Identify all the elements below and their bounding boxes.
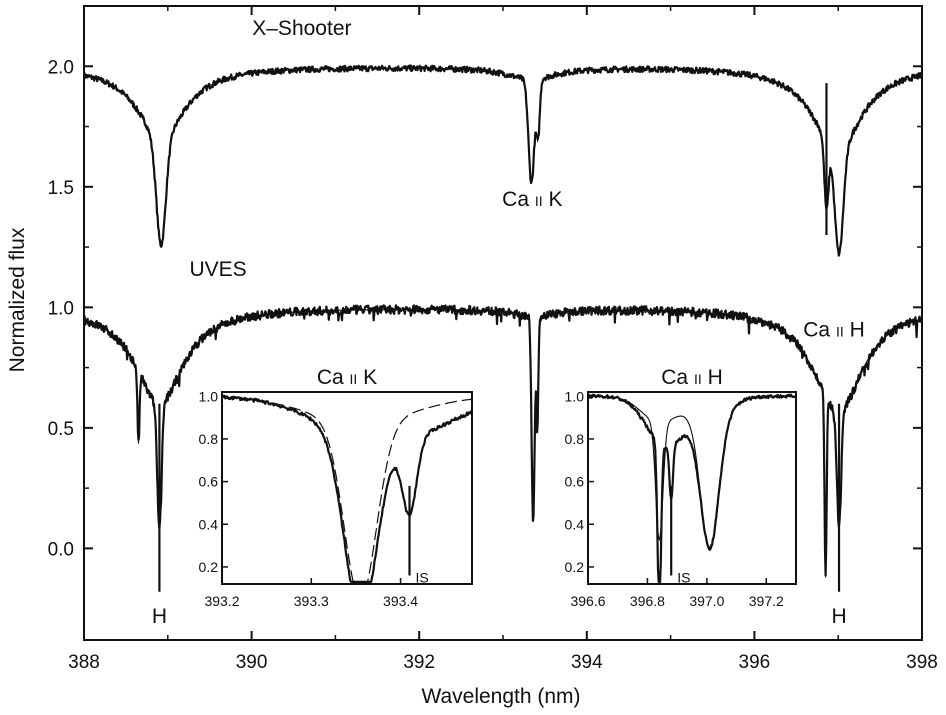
series-line	[82, 304, 923, 577]
y-tick-label: 0.5	[48, 419, 74, 440]
annotation-label: X–Shooter	[252, 17, 351, 40]
x-tick-label: 392	[403, 652, 435, 673]
main-axes: 388 390 392 394 396 398 0.0 0.5 1.0 1.5 2.0	[48, 5, 938, 673]
x-axis-label: Wavelength (nm)	[421, 685, 580, 708]
annotation-label: Ca II K	[502, 188, 562, 211]
inset-y-tick-label: 0.4	[199, 516, 219, 532]
annotation-label: Ca II H	[803, 318, 864, 341]
inset-y-tick-label: 0.2	[565, 559, 585, 575]
inset-y-tick-label: 0.4	[565, 516, 585, 532]
insets-layer: 393.2 393.3 393.40.20.40.60.81.0Ca II KIS3…	[199, 366, 798, 609]
inset-is-label: IS	[416, 570, 429, 586]
x-tick-label: 390	[236, 652, 268, 673]
inset-x-tick-label: 397.0	[689, 593, 724, 609]
y-axis-label: Normalized flux	[6, 227, 29, 372]
x-tick-label: 394	[571, 652, 603, 673]
x-tick-label: 388	[68, 652, 100, 673]
series-line	[82, 64, 923, 257]
inset-title: Ca II H	[661, 366, 722, 389]
inset-y-tick-label: 0.6	[199, 474, 219, 490]
x-tick-label: 398	[906, 652, 938, 673]
annotations-layer: X–Shooter UVES Ca II K Ca II H H H	[152, 17, 865, 628]
annotation-label: H	[152, 605, 167, 628]
inset-frame	[587, 391, 797, 585]
inset-y-tick-label: 0.6	[565, 474, 585, 490]
spectra-layer	[82, 64, 923, 578]
x-tick-label: 396	[739, 652, 771, 673]
y-tick-label: 2.0	[48, 57, 74, 78]
inset-y-tick-label: 0.8	[199, 431, 219, 447]
inset-x-tick-label: 393.4	[383, 593, 418, 609]
inset-y-tick-label: 0.8	[565, 431, 585, 447]
inset-x-tick-label: 397.2	[749, 593, 784, 609]
inset-frame	[221, 391, 473, 585]
inset-title: Ca II K	[317, 366, 377, 389]
annotation-label: UVES	[189, 258, 246, 281]
annotation-label: H	[831, 605, 846, 628]
y-tick-label: 1.0	[48, 298, 74, 319]
inset-y-tick-label: 1.0	[565, 388, 585, 404]
inset-y-tick-label: 0.2	[199, 559, 219, 575]
inset-x-tick-label: 393.3	[294, 593, 329, 609]
y-tick-label: 1.5	[48, 178, 74, 199]
inset-x-tick-label: 393.2	[204, 593, 239, 609]
inset-y-tick-label: 1.0	[199, 388, 219, 404]
inset-series-line	[587, 393, 798, 583]
inset-x-tick-label: 396.8	[630, 593, 665, 609]
inset-x-tick-label: 396.6	[570, 593, 605, 609]
y-tick-label: 0.0	[48, 539, 74, 560]
inset-series-line	[220, 394, 473, 583]
inset-ca-h: 396.6 396.8 397.0 397.2 0.2 0.4 0.6 0.8 1.0 Ca II…	[565, 366, 798, 609]
inset-is-label: IS	[677, 570, 690, 586]
inset-ca-k: 393.2 393.3 393.4 0.2 0.4 0.6 0.8 1.0 Ca II K IS	[199, 366, 473, 609]
